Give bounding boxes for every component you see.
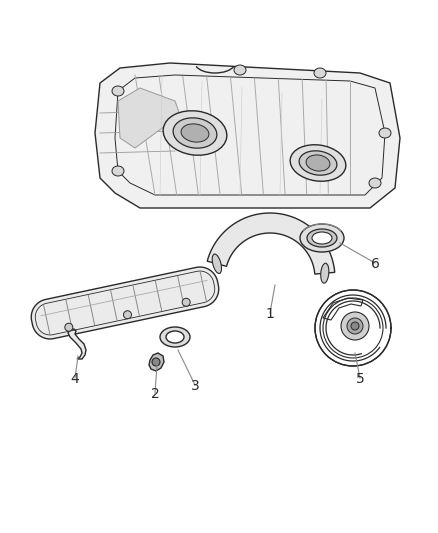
Ellipse shape bbox=[234, 65, 246, 75]
Ellipse shape bbox=[341, 312, 369, 340]
Ellipse shape bbox=[306, 155, 330, 171]
Ellipse shape bbox=[321, 263, 329, 283]
Ellipse shape bbox=[379, 128, 391, 138]
Ellipse shape bbox=[152, 358, 160, 366]
Ellipse shape bbox=[312, 232, 332, 244]
Ellipse shape bbox=[112, 86, 124, 96]
Ellipse shape bbox=[173, 118, 217, 148]
Ellipse shape bbox=[299, 151, 337, 175]
Polygon shape bbox=[118, 88, 180, 148]
Text: 2: 2 bbox=[151, 387, 159, 401]
Polygon shape bbox=[31, 267, 219, 339]
Ellipse shape bbox=[112, 166, 124, 176]
Polygon shape bbox=[207, 213, 335, 274]
Text: 5: 5 bbox=[356, 372, 364, 386]
Ellipse shape bbox=[182, 298, 190, 306]
Ellipse shape bbox=[307, 229, 337, 247]
Ellipse shape bbox=[65, 323, 73, 331]
Ellipse shape bbox=[290, 145, 346, 181]
Ellipse shape bbox=[347, 318, 363, 334]
Ellipse shape bbox=[166, 331, 184, 343]
Ellipse shape bbox=[351, 322, 359, 330]
Ellipse shape bbox=[181, 124, 209, 142]
Polygon shape bbox=[95, 63, 400, 208]
Ellipse shape bbox=[160, 327, 190, 347]
Ellipse shape bbox=[300, 224, 344, 252]
Ellipse shape bbox=[314, 68, 326, 78]
Text: 6: 6 bbox=[371, 257, 379, 271]
Ellipse shape bbox=[212, 254, 222, 273]
Ellipse shape bbox=[369, 178, 381, 188]
Polygon shape bbox=[68, 329, 86, 359]
Ellipse shape bbox=[124, 311, 131, 319]
Polygon shape bbox=[149, 353, 164, 371]
Text: 1: 1 bbox=[265, 307, 275, 321]
Text: 4: 4 bbox=[71, 372, 79, 386]
Text: 3: 3 bbox=[191, 379, 199, 393]
Ellipse shape bbox=[163, 111, 227, 155]
